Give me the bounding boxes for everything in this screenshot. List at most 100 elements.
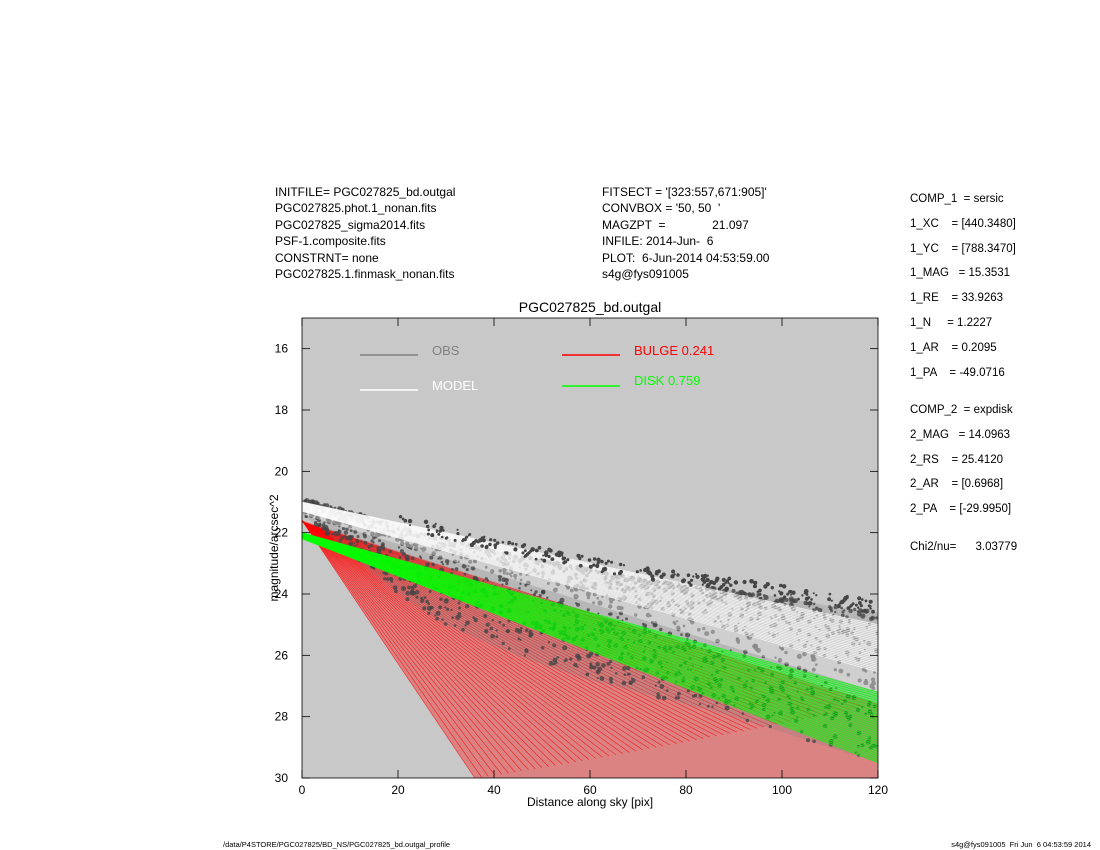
obs-point — [510, 575, 513, 578]
obs-point — [456, 532, 460, 536]
obs-point — [491, 619, 495, 622]
y-tick-label: 16 — [275, 342, 289, 356]
obs-point — [870, 677, 876, 682]
obs-point — [714, 578, 719, 583]
obs-point — [864, 599, 868, 603]
obs-point — [869, 607, 872, 610]
obs-point — [337, 533, 341, 536]
obs-point — [412, 543, 415, 547]
obs-point — [408, 519, 412, 523]
obs-point — [815, 606, 819, 611]
obs-point — [592, 601, 596, 605]
obs-point — [473, 618, 478, 623]
obs-point — [340, 536, 345, 540]
obs-point — [677, 691, 681, 696]
obs-point — [661, 572, 666, 577]
obs-point — [540, 558, 543, 561]
obs-point — [423, 596, 427, 599]
obs-point — [845, 594, 849, 598]
obs-point — [425, 562, 430, 567]
obs-point — [561, 556, 566, 561]
obs-point — [427, 528, 431, 532]
obs-point — [343, 530, 349, 535]
obs-point — [502, 571, 506, 575]
obs-point — [540, 589, 546, 595]
fit-parameter-line: 1_AR = 0.2095 — [910, 341, 997, 354]
obs-point — [426, 532, 430, 536]
obs-point — [689, 583, 693, 587]
header-mid-line: INFILE: 2014-Jun- 6 — [602, 234, 714, 249]
obs-point — [321, 523, 326, 527]
obs-point — [333, 531, 339, 536]
obs-point — [550, 557, 555, 561]
bulge-model-line — [302, 520, 610, 757]
obs-point — [488, 542, 492, 547]
obs-point — [609, 680, 613, 684]
obs-point — [715, 701, 719, 705]
obs-point — [562, 645, 568, 651]
obs-point — [805, 601, 809, 606]
obs-point — [805, 738, 811, 743]
obs-point — [342, 527, 346, 531]
obs-point — [573, 593, 579, 600]
obs-point — [435, 610, 441, 616]
obs-point — [659, 684, 665, 689]
obs-point — [807, 596, 810, 599]
obs-point — [635, 570, 639, 574]
obs-point — [411, 556, 415, 561]
obs-point — [797, 597, 800, 601]
obs-point — [556, 656, 560, 659]
obs-point — [756, 590, 759, 594]
obs-point — [759, 593, 762, 596]
obs-point — [626, 665, 631, 671]
x-tick-label: 80 — [679, 783, 693, 797]
obs-point — [464, 624, 467, 627]
obs-point — [421, 546, 427, 552]
obs-point — [542, 554, 545, 557]
obs-point — [763, 594, 769, 601]
obs-point — [621, 619, 624, 622]
obs-point — [389, 577, 392, 580]
obs-point — [592, 557, 597, 561]
obs-point — [589, 664, 594, 670]
obs-point — [752, 584, 757, 589]
obs-point — [332, 520, 338, 526]
obs-point — [561, 554, 564, 557]
obs-point — [706, 574, 709, 577]
obs-point — [504, 551, 507, 554]
obs-point — [441, 618, 444, 621]
obs-point — [586, 595, 591, 600]
obs-point — [743, 649, 748, 655]
obs-point — [345, 527, 349, 531]
bulge-model-line — [302, 520, 583, 762]
obs-point — [507, 647, 511, 650]
obs-point — [773, 594, 777, 597]
obs-point — [552, 643, 557, 648]
obs-point — [871, 609, 875, 614]
bulge-model-line — [302, 520, 570, 764]
obs-point — [495, 635, 499, 639]
obs-point — [324, 530, 330, 536]
obs-point — [857, 678, 862, 683]
obs-point — [834, 603, 837, 607]
obs-point — [505, 582, 509, 586]
obs-point — [420, 596, 424, 600]
obs-point — [802, 651, 807, 657]
obs-point — [869, 683, 875, 689]
fit-parameter-line: 2_RS = 25.4120 — [910, 453, 1004, 466]
obs-point — [801, 594, 804, 597]
obs-point — [434, 522, 437, 526]
obs-point — [578, 563, 583, 568]
obs-point — [348, 541, 354, 547]
obs-point — [733, 580, 739, 585]
obs-point — [480, 544, 484, 548]
obs-point — [440, 560, 444, 564]
obs-point — [557, 550, 562, 555]
obs-point — [860, 609, 864, 612]
fit-parameter-line: 2_MAG = 14.0963 — [910, 428, 1011, 441]
header-left-line: CONSTRNT= none — [275, 250, 379, 265]
obs-point — [428, 590, 432, 593]
obs-point — [431, 551, 437, 556]
obs-point — [595, 662, 600, 667]
obs-point — [507, 619, 511, 623]
